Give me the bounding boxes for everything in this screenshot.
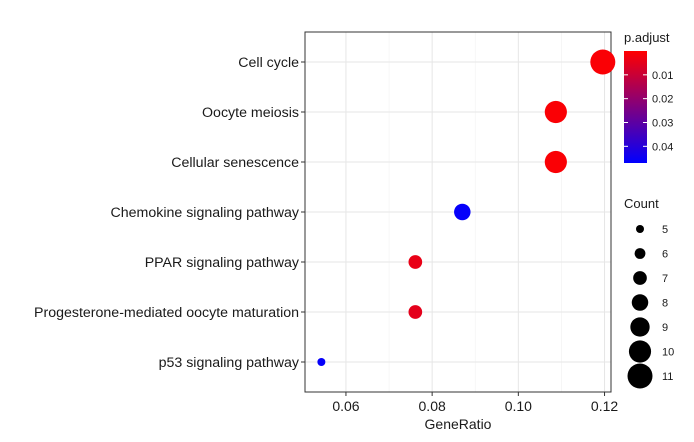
y-tick-label: Chemokine signaling pathway bbox=[111, 205, 300, 221]
p-adjust-legend: p.adjust 0.01 0.02 0.03 0.04 bbox=[624, 30, 673, 163]
size-legend-key bbox=[630, 317, 650, 337]
size-legend-key bbox=[628, 340, 652, 363]
data-points bbox=[317, 49, 616, 366]
size-legend-label: 8 bbox=[662, 298, 668, 310]
count-legend: Count 5 6 7 8 9 10 11 bbox=[624, 196, 674, 389]
color-legend-tick-label: 0.03 bbox=[652, 117, 673, 129]
y-tick-label: Oocyte meiosis bbox=[202, 105, 299, 121]
size-legend-key bbox=[633, 271, 647, 285]
x-tick-label: 0.08 bbox=[419, 398, 446, 414]
y-tick-label: Cell cycle bbox=[238, 55, 299, 71]
data-point bbox=[317, 358, 326, 366]
size-legend-key bbox=[634, 248, 646, 259]
data-point bbox=[454, 203, 471, 221]
data-point bbox=[408, 255, 423, 269]
x-tick-label: 0.10 bbox=[505, 398, 532, 414]
color-legend-tick-label: 0.02 bbox=[652, 94, 673, 106]
size-legend-key bbox=[636, 225, 644, 233]
x-axis: 0.06 0.08 0.10 0.12 bbox=[332, 392, 618, 414]
y-tick-label: PPAR signaling pathway bbox=[145, 255, 300, 271]
y-tick-label: Progesterone-mediated oocyte maturation bbox=[34, 305, 299, 321]
color-legend-tick-label: 0.04 bbox=[652, 141, 673, 153]
size-legend-title: Count bbox=[624, 196, 659, 211]
size-legend-key bbox=[627, 363, 653, 389]
data-point bbox=[408, 305, 423, 319]
size-legend-label: 11 bbox=[662, 371, 673, 383]
x-tick-label: 0.06 bbox=[332, 398, 359, 414]
plot-grid bbox=[305, 32, 611, 392]
x-tick-label: 0.12 bbox=[591, 398, 618, 414]
color-legend-title: p.adjust bbox=[624, 30, 670, 45]
y-tick-label: Cellular senescence bbox=[171, 155, 299, 171]
data-point bbox=[590, 49, 616, 75]
size-legend-label: 10 bbox=[662, 347, 674, 359]
size-legend-label: 7 bbox=[662, 273, 668, 285]
size-legend-label: 5 bbox=[662, 224, 668, 236]
y-tick-label: p53 signaling pathway bbox=[159, 355, 300, 371]
size-legend-key bbox=[631, 294, 649, 311]
color-legend-tick-label: 0.01 bbox=[652, 70, 673, 82]
color-legend-bar bbox=[624, 51, 647, 163]
y-axis: Cell cycle Oocyte meiosis Cellular senesce… bbox=[34, 55, 305, 371]
size-legend-label: 6 bbox=[662, 249, 668, 261]
data-point bbox=[544, 150, 567, 174]
size-legend-label: 9 bbox=[662, 322, 668, 334]
data-point bbox=[544, 100, 567, 124]
x-axis-title: GeneRatio bbox=[425, 416, 492, 432]
